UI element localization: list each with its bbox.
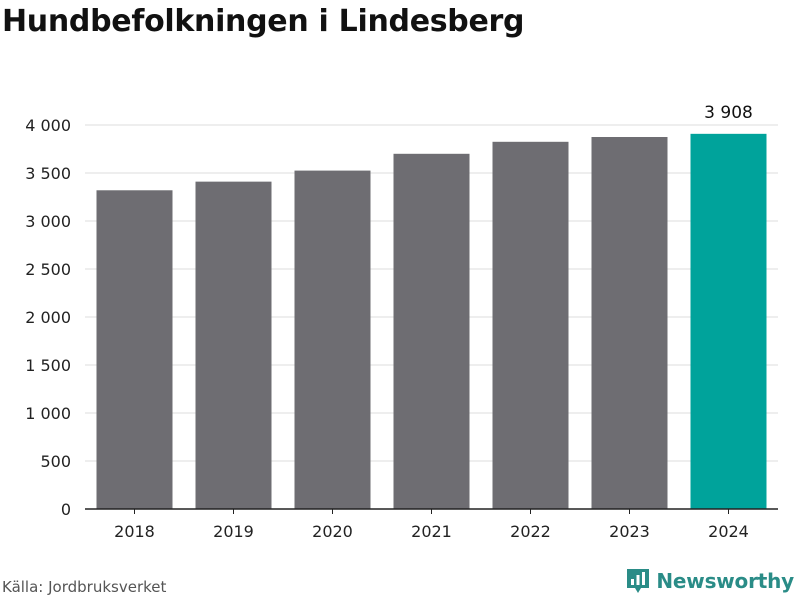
- x-tick-label: 2022: [510, 522, 551, 541]
- source-note: Källa: Jordbruksverket: [2, 578, 167, 596]
- bar: [690, 133, 767, 509]
- bar-chart-pin-icon: [627, 569, 650, 593]
- y-tick-label: 2 000: [25, 308, 71, 327]
- y-tick-label: 2 500: [25, 260, 71, 279]
- bar: [492, 141, 569, 510]
- y-tick-label: 3 000: [25, 212, 71, 231]
- brand-logo: Newsworthy: [626, 568, 794, 594]
- y-tick-label: 4 000: [25, 116, 71, 135]
- x-tick-label: 2020: [312, 522, 353, 541]
- x-tick-label: 2019: [213, 522, 254, 541]
- bar: [393, 153, 470, 510]
- y-tick-label: 1 000: [25, 404, 71, 423]
- bar: [294, 170, 371, 509]
- x-tick-label: 2021: [411, 522, 452, 541]
- page-title: Hundbefolkningen i Lindesberg: [2, 4, 525, 39]
- x-tick-label: 2023: [609, 522, 650, 541]
- bar: [591, 137, 668, 509]
- x-tick-label: 2024: [708, 522, 749, 541]
- x-tick-label: 2018: [114, 522, 155, 541]
- y-tick-label: 3 500: [25, 164, 71, 183]
- bar: [195, 181, 272, 509]
- data-label: 3 908: [704, 103, 753, 123]
- bar: [96, 190, 173, 509]
- y-tick-label: 0: [61, 500, 71, 519]
- y-tick-label: 500: [40, 452, 71, 471]
- brand-name: Newsworthy: [656, 569, 794, 593]
- y-tick-label: 1 500: [25, 356, 71, 375]
